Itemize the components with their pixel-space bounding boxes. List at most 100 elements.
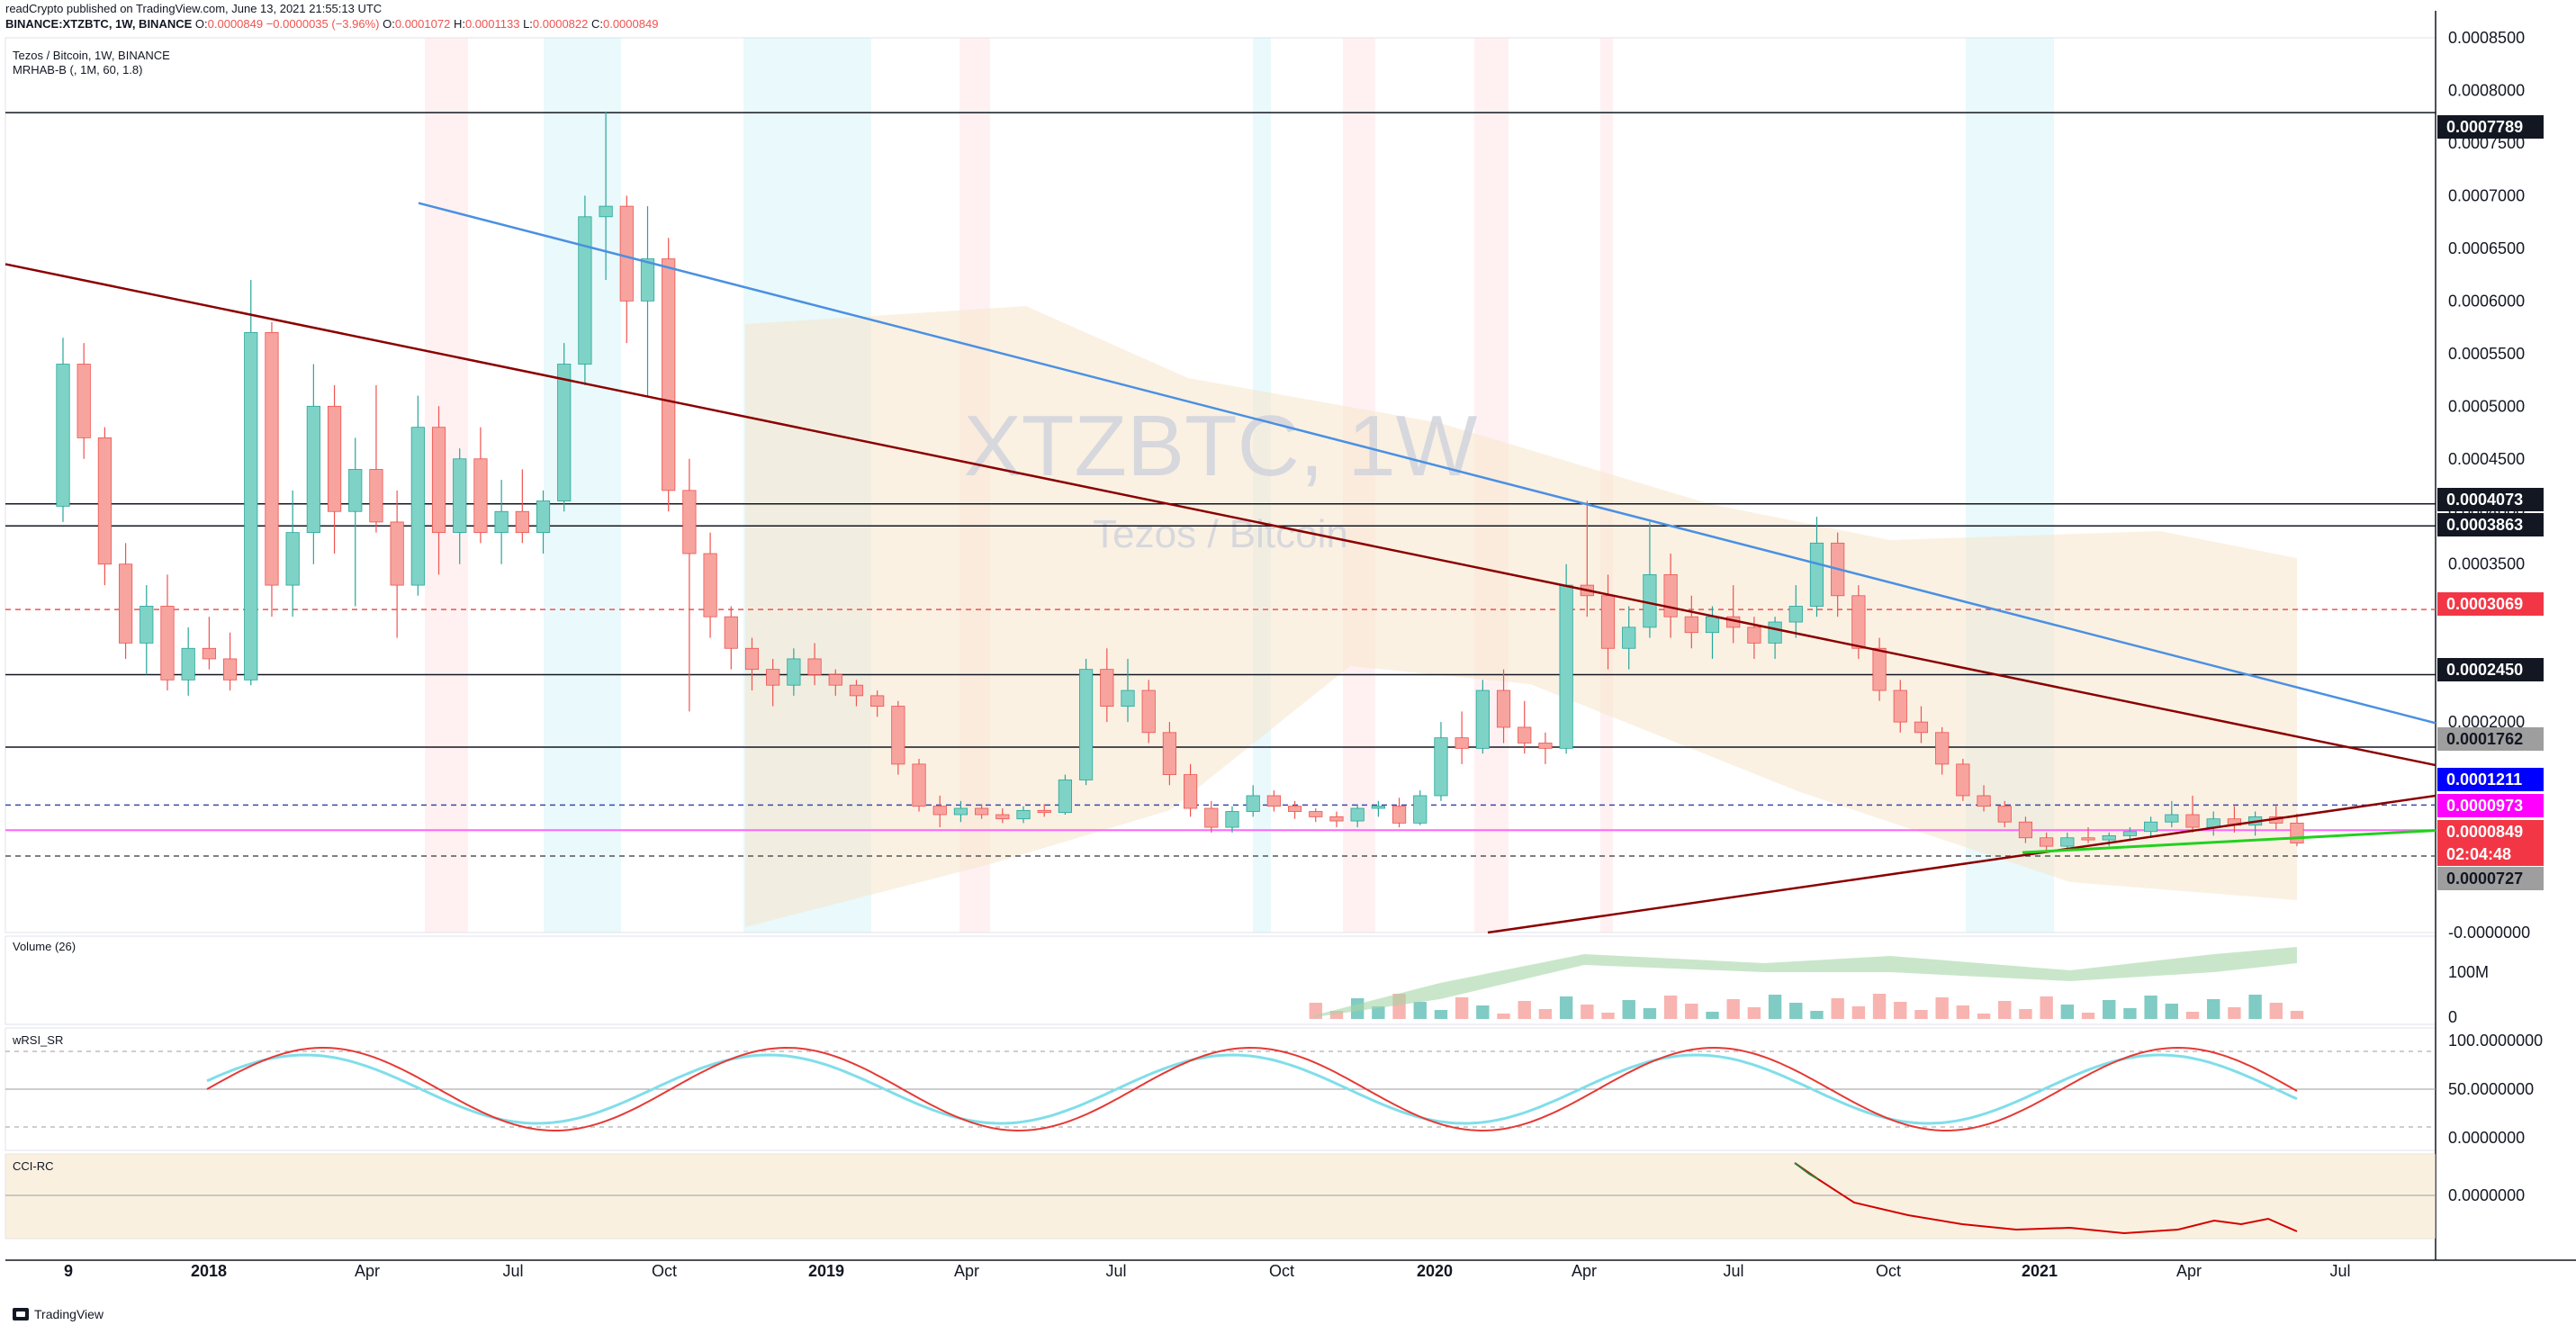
volume-bar: [1622, 1000, 1635, 1019]
price-label-bg: [2437, 820, 2544, 843]
candle-body: [1309, 811, 1323, 817]
candle-body: [1935, 732, 1950, 765]
volume-bar: [1768, 995, 1782, 1019]
volume-bar: [1413, 1002, 1427, 1019]
time-tick-label: 2018: [191, 1262, 227, 1280]
tradingview-logo[interactable]: TradingView: [13, 1307, 104, 1321]
candle-body: [1914, 721, 1929, 734]
wrsi-pane-label[interactable]: wRSI_SR: [13, 1033, 64, 1047]
candle-body: [703, 553, 717, 617]
volume-bar: [2207, 999, 2220, 1019]
legend-title[interactable]: Tezos / Bitcoin, 1W, BINANCE: [13, 49, 170, 62]
volume-tick-label: 0: [2448, 1008, 2457, 1026]
volume-bar: [1935, 997, 1949, 1019]
time-tick-label: Jul: [502, 1262, 523, 1280]
candle-body: [1643, 574, 1657, 628]
price-label-bg: [2437, 768, 2544, 791]
candle-body: [1350, 807, 1365, 822]
candle-body: [306, 405, 320, 534]
candle-body: [1079, 669, 1094, 780]
volume-bar: [1329, 1011, 1344, 1019]
candle-body: [1684, 616, 1698, 634]
volume-pane-label[interactable]: Volume (26): [13, 940, 77, 953]
price-label-bg: [2437, 513, 2544, 536]
legend-indicator[interactable]: MRHAB-B (, 1M, 60, 1.8): [13, 63, 143, 77]
candle-body: [912, 763, 926, 807]
candle-body: [265, 332, 279, 586]
cci-pane-label[interactable]: CCI-RC: [13, 1159, 54, 1173]
candle-body: [1434, 737, 1448, 797]
volume-bar: [2081, 1013, 2095, 1019]
candle-body: [1329, 816, 1344, 822]
candle-body: [285, 532, 300, 586]
candle-body: [2122, 831, 2138, 836]
price-tick-label: 0.0008500: [2448, 29, 2525, 47]
candle-body: [2040, 837, 2054, 847]
candle-body: [410, 427, 425, 586]
candle-body: [975, 807, 989, 816]
ohlc-open: 0.0001072: [394, 17, 451, 31]
volume-bar: [1663, 996, 1678, 1019]
candle-body: [1872, 647, 1887, 691]
volume-bar: [2103, 1000, 2116, 1019]
price-label-3: 0.0003069: [2446, 595, 2523, 613]
volume-bar: [2060, 1005, 2075, 1019]
candle-body: [1747, 626, 1761, 644]
price-label-bg: [2437, 867, 2544, 890]
price-tick-label: 0.0005000: [2448, 397, 2525, 415]
price-label-5: 0.0001762: [2446, 730, 2523, 748]
candle-body: [1100, 669, 1114, 707]
tradingview-icon: [13, 1308, 29, 1320]
volume-bar: [2185, 1012, 2200, 1019]
candle-body: [662, 258, 676, 491]
candle-body: [807, 658, 822, 675]
candle-body: [1455, 737, 1469, 749]
volume-bar: [1998, 1001, 2012, 1019]
price-label-4: 0.0002450: [2446, 661, 2523, 679]
wrsi-cyan-line: [206, 1053, 2298, 1125]
candle-body: [1184, 774, 1198, 809]
candle-body: [97, 437, 112, 565]
trendline-blue: [418, 202, 2436, 725]
candle-body: [348, 469, 363, 512]
candle-body: [222, 658, 238, 681]
time-tick-label: Apr: [355, 1262, 380, 1280]
candle-body: [2185, 814, 2200, 828]
candle-body: [1768, 621, 1782, 644]
volume-bar: [1747, 1007, 1761, 1019]
candle-body: [787, 658, 801, 686]
candle-body: [1956, 763, 1970, 797]
ohlc-open-label: O:: [383, 17, 395, 31]
time-tick-label: 2019: [808, 1262, 844, 1280]
volume-bar: [2290, 1011, 2304, 1019]
candle-body: [1141, 690, 1156, 734]
candle-body: [2165, 814, 2179, 823]
candle-body: [1204, 807, 1219, 828]
candle-body: [1392, 806, 1407, 824]
volume-bar: [1726, 999, 1740, 1019]
trendline-dark-red-lower: [1487, 794, 2436, 934]
price-label-8: 0.0000849: [2446, 823, 2523, 841]
candle-body: [578, 216, 592, 365]
candle-body: [953, 807, 968, 816]
price-tick-label: -0.0000000: [2448, 924, 2530, 942]
volume-bar: [1581, 1005, 1594, 1019]
ohlc-L-label: L:: [523, 17, 533, 31]
candle-body: [369, 469, 383, 523]
candle-body: [1518, 726, 1532, 744]
time-tick-label: Oct: [1876, 1262, 1901, 1280]
price-tick-label: 0.0002000: [2448, 713, 2525, 731]
symbol-ohlc-line: BINANCE:XTZBTC, 1W, BINANCE O:0.0000849 …: [5, 17, 658, 31]
wrsi-tick-label: 100.0000000: [2448, 1032, 2543, 1050]
ohlc-L: 0.0000822: [532, 17, 589, 31]
candle-body: [118, 563, 133, 644]
price-label-bg: [2437, 488, 2544, 511]
volume-bar: [2144, 996, 2157, 1019]
volume-bar: [2019, 1009, 2032, 1019]
watermark-symbol: XTZBTC, 1W: [964, 398, 1478, 494]
time-tick-label: Apr: [2176, 1262, 2202, 1280]
candle-body: [1121, 690, 1135, 707]
candle-body: [2081, 837, 2095, 841]
volume-bar: [1643, 1008, 1657, 1019]
